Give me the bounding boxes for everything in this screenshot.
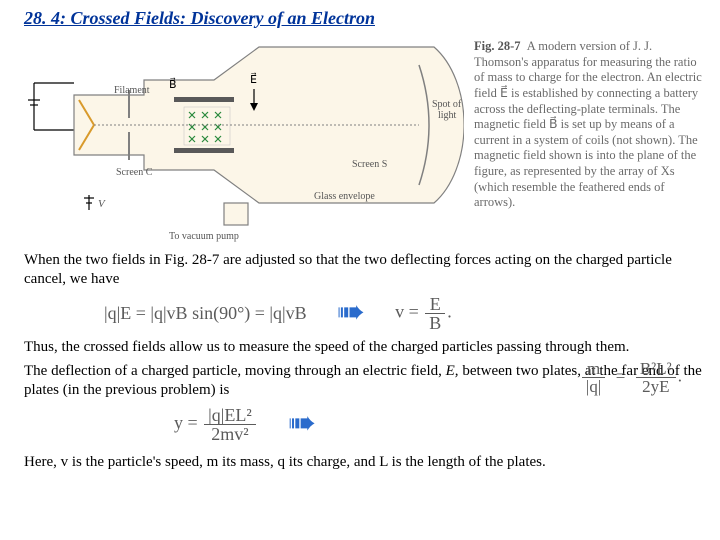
eq4-rnum: B²L² [636,360,676,378]
paragraph-2: Thus, the crossed fields allow us to mea… [24,338,702,357]
paragraph-1: When the two fields in Fig. 28-7 are adj… [24,251,702,289]
label-filament: Filament [114,85,150,96]
eq2-lhs: v = [395,301,419,321]
apparatus-svg: Filament Screen C B⃗ E⃗ Screen S Glass e… [24,35,464,245]
paragraph-4: Here, v is the particle's speed, m its m… [24,453,702,472]
label-E: E⃗ [250,72,257,86]
arrow-icon: ➠ [337,296,366,330]
paragraph-3: The deflection of a charged particle, mo… [24,362,702,400]
figure-caption: Fig. 28-7 A modern version of J. J. Thom… [474,35,702,211]
eq-mass-charge: m|q| = B²L²2yE. [580,360,682,395]
label-V: V [98,198,106,210]
eq2-den: B [425,314,445,332]
figure-caption-body: A modern version of J. J. Thomson's appa… [474,39,702,209]
figure-row: Filament Screen C B⃗ E⃗ Screen S Glass e… [24,35,702,245]
apparatus-diagram: Filament Screen C B⃗ E⃗ Screen S Glass e… [24,35,464,245]
equation-row-1: |q|E = |q|vB sin(90°) = |q|vB ➠ v = EB. [104,295,702,332]
eq-force-balance: |q|E = |q|vB sin(90°) = |q|vB [104,303,307,324]
equation-row-2: y = |q|EL²2mv² ➠ [174,406,702,443]
eq4-rden: 2yE [636,378,676,395]
eq-velocity: v = EB. [395,295,452,332]
eq2-num: E [425,295,445,314]
eq3-den: 2mv² [204,425,256,443]
label-screenC: Screen C [116,167,153,178]
eq3-lhs: y = [174,412,198,432]
page-title: 28. 4: Crossed Fields: Discovery of an E… [24,8,702,29]
arrow-icon: ➠ [288,407,317,441]
para3b: E, [446,363,459,379]
figure-caption-label: Fig. 28-7 [474,39,521,53]
eq4-lnum: m [582,360,605,378]
label-glass: Glass envelope [314,191,375,202]
label-B: B⃗ [169,77,177,91]
eq-deflection: y = |q|EL²2mv² [174,406,258,443]
para3a: The deflection of a charged particle, mo… [24,363,446,379]
eq3-num: |q|EL² [204,406,256,425]
label-vacuum: To vacuum pump [169,231,239,242]
eq4-lden: |q| [582,378,605,395]
label-screenS: Screen S [352,159,387,170]
